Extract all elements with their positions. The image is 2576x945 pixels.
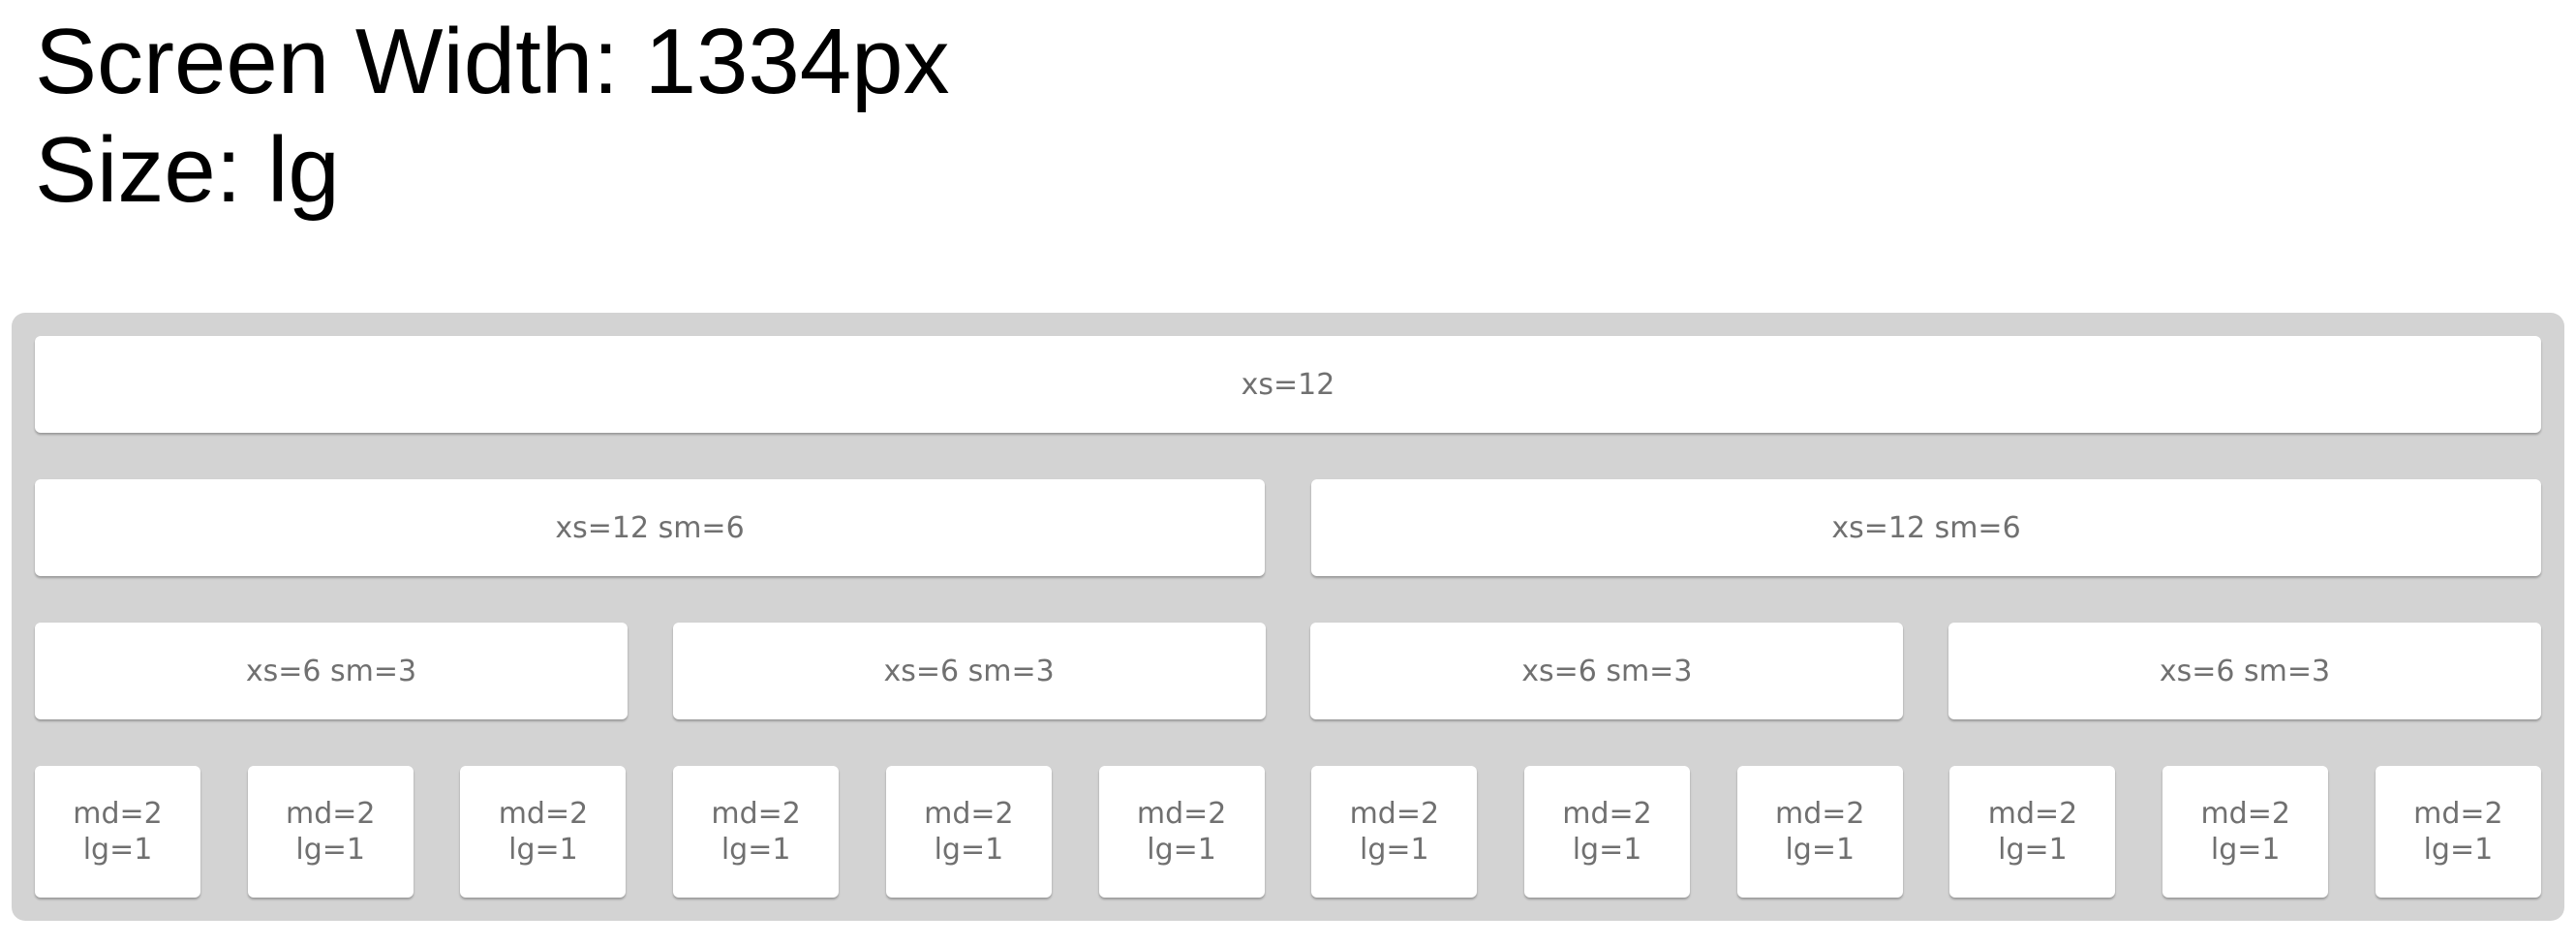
grid-item-lg-label: lg=1 xyxy=(721,833,791,867)
grid-item-md-label: md=2 xyxy=(498,797,589,831)
grid-item-md-label: md=2 xyxy=(924,797,1014,831)
grid-item-sm6: xs=12 sm=6 xyxy=(35,479,1265,576)
grid-item-lg1: md=2 lg=1 xyxy=(247,766,414,898)
grid-item-lg1: md=2 lg=1 xyxy=(673,766,840,898)
grid-item-lg1: md=2 lg=1 xyxy=(1736,766,1903,898)
grid-item-lg1: md=2 lg=1 xyxy=(2375,766,2541,898)
grid-item-lg-label: lg=1 xyxy=(295,833,366,867)
grid-item-lg-label: lg=1 xyxy=(2423,833,2494,867)
grid-item-md-label: md=2 xyxy=(2413,797,2503,831)
grid-item-lg1: md=2 lg=1 xyxy=(885,766,1052,898)
grid-item-lg1: md=2 lg=1 xyxy=(1949,766,2116,898)
grid-item-lg-label: lg=1 xyxy=(934,833,1004,867)
grid-item-lg1: md=2 lg=1 xyxy=(460,766,627,898)
grid-item-md-label: md=2 xyxy=(2200,797,2290,831)
grid-item-lg1: md=2 lg=1 xyxy=(35,766,200,898)
grid-item-lg-label: lg=1 xyxy=(1572,833,1642,867)
grid-item-sm3: xs=6 sm=3 xyxy=(35,623,628,719)
grid-row-sm6: xs=12 sm=6 xs=12 sm=6 xyxy=(35,479,2541,576)
grid-item-md-label: md=2 xyxy=(711,797,801,831)
screen-info: Screen Width: 1334px Size: lg xyxy=(35,8,950,225)
grid-item-md-label: md=2 xyxy=(285,797,376,831)
grid-item-lg1: md=2 lg=1 xyxy=(1311,766,1478,898)
grid-item-lg-label: lg=1 xyxy=(2210,833,2281,867)
grid-row-sm3: xs=6 sm=3 xs=6 sm=3 xs=6 sm=3 xs=6 sm=3 xyxy=(35,623,2541,719)
screen-width-heading: Screen Width: 1334px xyxy=(35,10,950,113)
grid-item-md-label: md=2 xyxy=(1562,797,1652,831)
grid-item-lg-label: lg=1 xyxy=(508,833,578,867)
grid-item-lg-label: lg=1 xyxy=(1147,833,1216,867)
grid-item-md-label: md=2 xyxy=(73,797,163,831)
grid-item-lg-label: lg=1 xyxy=(1998,833,2068,867)
grid-item-xs12: xs=12 xyxy=(35,336,2541,433)
grid-item-md-label: md=2 xyxy=(1136,797,1227,831)
grid-item-sm3: xs=6 sm=3 xyxy=(672,623,1266,719)
grid-item-lg-label: lg=1 xyxy=(82,833,153,867)
grid-row-xs12: xs=12 xyxy=(35,336,2541,433)
grid-item-md-label: md=2 xyxy=(1987,797,2078,831)
grid-item-md-label: md=2 xyxy=(1349,797,1440,831)
grid-item-lg-label: lg=1 xyxy=(1360,833,1429,867)
size-heading: Size: lg xyxy=(35,118,340,222)
grid-item-lg1: md=2 lg=1 xyxy=(1098,766,1265,898)
grid-item-sm3: xs=6 sm=3 xyxy=(1310,623,1904,719)
grid-item-lg-label: lg=1 xyxy=(1785,833,1855,867)
grid-item-lg1: md=2 lg=1 xyxy=(2162,766,2329,898)
grid-item-sm3: xs=6 sm=3 xyxy=(1947,623,2541,719)
grid-item-lg1: md=2 lg=1 xyxy=(1524,766,1691,898)
grid-item-md-label: md=2 xyxy=(1775,797,1865,831)
grid-row-lg1: md=2 lg=1 md=2 lg=1 md=2 lg=1 md=2 lg=1 … xyxy=(35,766,2541,898)
grid-item-sm6: xs=12 sm=6 xyxy=(1311,479,2541,576)
grid-container: xs=12 xs=12 sm=6 xs=12 sm=6 xs=6 sm=3 xs… xyxy=(12,313,2564,921)
